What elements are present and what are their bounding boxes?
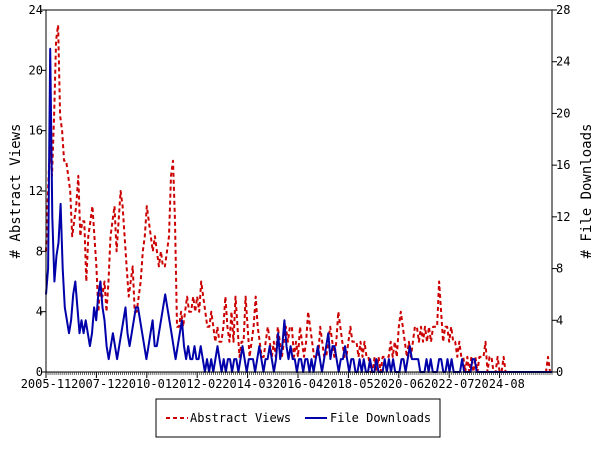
x-tick-label: 2005-11	[21, 377, 72, 391]
legend-label-file-downloads: File Downloads	[330, 411, 431, 425]
y-right-tick-label: 4	[556, 313, 563, 327]
legend: Abstract Views File Downloads	[155, 398, 441, 438]
y-left-tick-label: 20	[29, 63, 43, 77]
series-line-abstract-views	[45, 24, 552, 373]
series-line-file-downloads	[45, 47, 552, 373]
y-left-tick-label: 0	[36, 365, 43, 379]
y-right-tick-label: 16	[556, 158, 570, 172]
y-right-tick-label: 8	[556, 262, 563, 276]
x-tick-label: 2012-02	[172, 377, 223, 391]
x-tick-label: 2020-06	[373, 377, 424, 391]
x-tick-label: 2014-03	[222, 377, 273, 391]
x-tick-label: 2018-05	[323, 377, 374, 391]
legend-label-abstract-views: Abstract Views	[190, 411, 291, 425]
legend-box	[155, 398, 441, 438]
x-tick-label: 2024-08	[474, 377, 525, 391]
x-tick-label: 2022-07	[424, 377, 475, 391]
y-right-tick-label: 24	[556, 55, 570, 69]
y-left-tick-label: 16	[29, 124, 43, 138]
y-left-tick-label: 4	[36, 305, 43, 319]
y-right-tick-label: 28	[556, 3, 570, 17]
x-tick-label: 2016-04	[273, 377, 324, 391]
y-left-axis-title: # Abstract Views	[8, 124, 24, 259]
y-right-axis-title: # File Downloads	[579, 124, 595, 259]
y-left-tick-label: 12	[29, 184, 43, 198]
y-right-tick-label: 20	[556, 106, 570, 120]
y-right-tick-label: 0	[556, 365, 563, 379]
x-tick-label: 2010-01	[122, 377, 173, 391]
y-left-tick-label: 24	[29, 3, 43, 17]
y-left-tick-label: 8	[36, 244, 43, 258]
x-tick-label: 2007-12	[71, 377, 122, 391]
plot-frame	[45, 9, 553, 373]
y-right-tick-label: 12	[556, 210, 570, 224]
series-layer	[45, 24, 552, 373]
